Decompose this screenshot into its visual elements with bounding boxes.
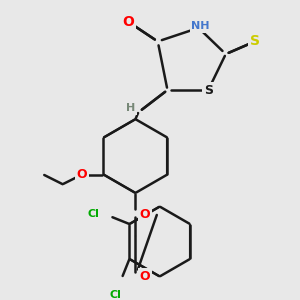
Text: Cl: Cl <box>88 209 99 219</box>
Text: O: O <box>123 15 135 29</box>
Text: O: O <box>140 270 151 283</box>
Text: Cl: Cl <box>110 290 122 300</box>
Text: H: H <box>126 103 135 113</box>
Text: S: S <box>250 34 260 49</box>
Text: O: O <box>77 168 87 181</box>
Text: S: S <box>204 83 213 97</box>
Text: O: O <box>140 208 151 221</box>
Text: NH: NH <box>191 21 210 31</box>
